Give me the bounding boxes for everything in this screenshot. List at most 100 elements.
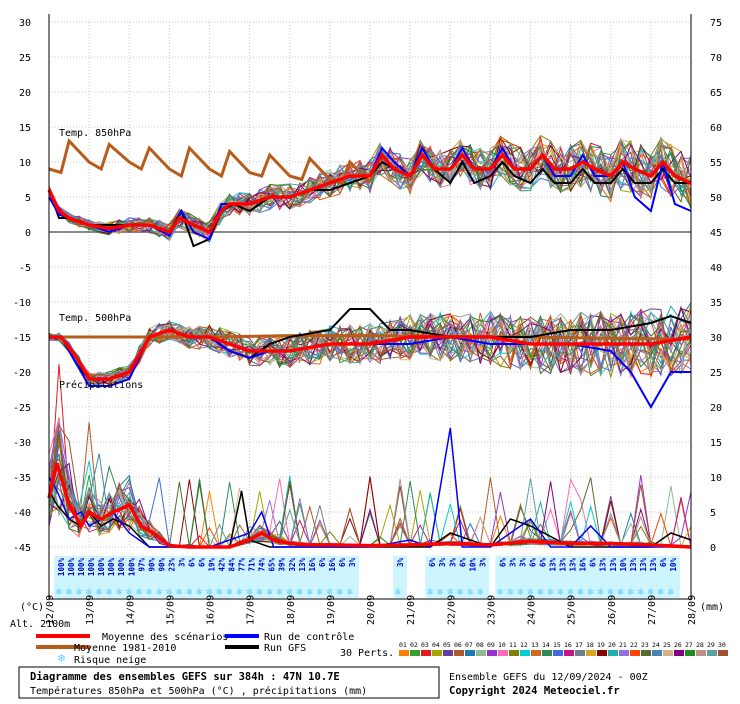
legend-label-mean: Moyenne des scénarios bbox=[102, 631, 228, 643]
pert-legend-swatch bbox=[476, 650, 486, 656]
snowflake-icon: ❄ bbox=[427, 587, 434, 598]
snow-risk-value: 6% bbox=[539, 558, 548, 568]
snowflake-icon: ❄ bbox=[277, 587, 284, 598]
pert-legend-number: 03 bbox=[421, 641, 429, 649]
snowflake-icon: ❄ bbox=[638, 587, 645, 598]
pert-legend-number: 22 bbox=[630, 641, 638, 649]
left-tick-label: -5 bbox=[19, 263, 31, 274]
snow-risk-value: 19% bbox=[208, 558, 217, 572]
snow-risk-value: 6% bbox=[458, 558, 467, 568]
snowflake-icon: ❄ bbox=[598, 587, 605, 598]
snow-risk-value: 74% bbox=[258, 558, 267, 572]
date-tick-label: 24/09 bbox=[527, 595, 538, 625]
pert-legend-swatch bbox=[432, 650, 442, 656]
right-tick-label: 15 bbox=[710, 438, 722, 449]
snowflake-icon: ❄ bbox=[207, 587, 214, 598]
snowflake-icon: ❄ bbox=[327, 587, 334, 598]
snow-risk-value: 13% bbox=[298, 558, 307, 572]
snow-risk-value: 42% bbox=[218, 558, 227, 572]
left-tick-label: 5 bbox=[25, 193, 31, 204]
pert-legend-swatch bbox=[531, 650, 541, 656]
pert-legend-number: 29 bbox=[707, 641, 715, 649]
pert-legend-swatch bbox=[718, 650, 728, 656]
axes: 302520151050-5-10-15-20-25-30-35-40-4575… bbox=[13, 14, 722, 625]
left-axis-unit: (°C) bbox=[20, 602, 44, 613]
series-mean-t500 bbox=[49, 328, 692, 381]
snow-risk-value: 16% bbox=[328, 558, 337, 572]
snowflake-icon: ❄ bbox=[257, 587, 264, 598]
pert-legend-number: 28 bbox=[696, 641, 704, 649]
snow-risk-value: 6% bbox=[589, 558, 598, 568]
snowflake-icon: ❄ bbox=[528, 587, 535, 598]
pert-legend-swatch bbox=[696, 650, 706, 656]
right-axis-unit: (mm) bbox=[700, 602, 724, 613]
snow-risk-value: 13% bbox=[569, 558, 578, 572]
snowflake-icon: ❄ bbox=[457, 587, 464, 598]
snow-risk-value: 6% bbox=[428, 558, 437, 568]
left-tick-label: 10 bbox=[19, 158, 31, 169]
snow-risk-value: 6% bbox=[197, 558, 206, 568]
snow-band-segment bbox=[495, 556, 680, 598]
snowflake-icon: ❄ bbox=[538, 587, 545, 598]
date-tick-label: 14/09 bbox=[125, 595, 136, 625]
snowflake-icon: ❄ bbox=[668, 587, 675, 598]
pert-legend-number: 12 bbox=[520, 641, 528, 649]
pert-legend-number: 13 bbox=[531, 641, 539, 649]
snow-risk-value: 90% bbox=[157, 558, 166, 572]
right-tick-label: 10 bbox=[710, 473, 722, 484]
left-tick-label: -10 bbox=[13, 298, 31, 309]
snow-risk-value: 100% bbox=[97, 558, 106, 577]
snow-risk-value: 6% bbox=[529, 558, 538, 568]
pert-legend-swatch bbox=[597, 650, 607, 656]
snowflake-icon: ❄ bbox=[186, 587, 193, 598]
pert-legend-number: 02 bbox=[410, 641, 418, 649]
legend-label-gfs: Run GFS bbox=[264, 643, 306, 654]
snowflake-icon: ❄ bbox=[166, 587, 173, 598]
right-tick-label: 35 bbox=[710, 298, 722, 309]
pert-legend-number: 20 bbox=[608, 641, 616, 649]
right-tick-label: 50 bbox=[710, 193, 722, 204]
snowflake-icon: ❄ bbox=[347, 587, 354, 598]
snow-risk-value: 3% bbox=[396, 558, 405, 568]
series-control-precip bbox=[48, 427, 691, 549]
pert-legend-swatch bbox=[487, 650, 497, 656]
snow-risk-value: 90% bbox=[147, 558, 156, 572]
pert-legend-swatch bbox=[410, 650, 420, 656]
snowflake-icon: ❄ bbox=[628, 587, 635, 598]
date-tick-label: 21/09 bbox=[406, 595, 417, 625]
series-clim-t850 bbox=[48, 138, 372, 185]
pert-legend-number: 08 bbox=[476, 641, 484, 649]
snowflake-icon: ❄ bbox=[648, 587, 655, 598]
pert-legend-swatch bbox=[465, 650, 475, 656]
date-tick-label: 19/09 bbox=[326, 595, 337, 625]
snow-risk-value: 3% bbox=[508, 558, 517, 568]
snowflake-icon: ❄ bbox=[126, 587, 133, 598]
snow-risk-value: 6% bbox=[318, 558, 327, 568]
snow-risk-value: 23% bbox=[167, 558, 176, 572]
snow-risk-value: 100% bbox=[77, 558, 86, 577]
pert-legend-number: 04 bbox=[432, 641, 440, 649]
snow-risk-value: 65% bbox=[268, 558, 277, 572]
pert-legend-swatch bbox=[641, 650, 651, 656]
legend: Moyenne des scénarios Moyenne 1981-2010 … bbox=[36, 631, 728, 666]
snowflake-icon: ❄ bbox=[66, 587, 73, 598]
pert-legend-swatch bbox=[454, 650, 464, 656]
pert-line-t850 bbox=[48, 142, 692, 233]
snow-risk-value: 77% bbox=[238, 558, 247, 572]
snowflake-icon: ❄ bbox=[287, 587, 294, 598]
pert-legend-swatch bbox=[542, 650, 552, 656]
left-tick-label: -35 bbox=[13, 473, 31, 484]
snow-risk-value: 100% bbox=[117, 558, 126, 577]
date-tick-label: 12/09 bbox=[45, 595, 56, 625]
pert-legend-swatch bbox=[509, 650, 519, 656]
snow-risk-value: 3% bbox=[348, 558, 357, 568]
snowflake-icon: ❄ bbox=[608, 587, 615, 598]
panel-label-precip: Précipitations bbox=[59, 379, 143, 391]
pert-legend-number: 09 bbox=[487, 641, 495, 649]
date-tick-label: 22/09 bbox=[446, 595, 457, 625]
snowflake-icon: ❄ bbox=[477, 587, 484, 598]
snow-risk-value: 10% bbox=[619, 558, 628, 572]
pert-legend-number: 27 bbox=[685, 641, 693, 649]
snowflake-icon: ❄ bbox=[297, 587, 304, 598]
